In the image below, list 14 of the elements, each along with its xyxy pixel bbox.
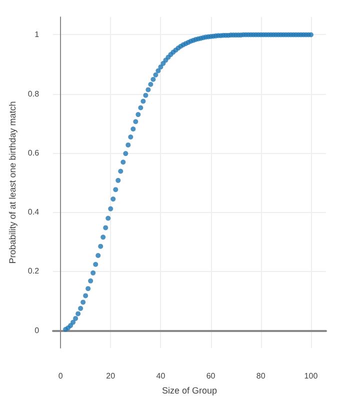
y-tick-label: 0.8 bbox=[28, 89, 40, 98]
y-axis-title: Probability of at least one birthday match bbox=[8, 101, 18, 264]
y-tick-label: 1 bbox=[34, 30, 40, 40]
x-tick-label: 40 bbox=[156, 372, 166, 380]
x-axis-title: Size of Group bbox=[162, 386, 218, 396]
x-tick-label: 60 bbox=[206, 372, 216, 380]
y-tick-label: 0.4 bbox=[28, 208, 40, 217]
y-tick-label: 0.6 bbox=[28, 148, 40, 158]
x-tick-label: 0 bbox=[58, 372, 64, 380]
x-tick-label: 20 bbox=[106, 372, 116, 380]
y-tick-label: 0.2 bbox=[28, 266, 40, 276]
x-tick-label: 100 bbox=[304, 372, 318, 380]
x-tick-label: 80 bbox=[256, 372, 266, 380]
y-tick-label: 0 bbox=[34, 326, 40, 335]
